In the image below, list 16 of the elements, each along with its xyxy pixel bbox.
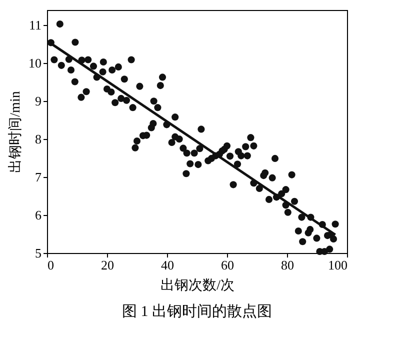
y-tick-label: 8	[35, 132, 42, 147]
x-axis-title: 出钢次数/次	[160, 278, 234, 294]
y-tick-label: 9	[35, 94, 42, 109]
x-tick-label: 40	[161, 258, 174, 272]
x-tick-label: 100	[328, 258, 348, 272]
y-tick-label: 10	[28, 56, 42, 71]
x-tick-label: 60	[221, 258, 234, 272]
text: 图 1 出钢时间的散点图	[122, 303, 272, 320]
y-tick-label: 7	[35, 170, 42, 185]
x-tick-label: 20	[101, 258, 114, 272]
y-tick-label: 5	[35, 246, 42, 260]
y-tick-label: 11	[28, 18, 42, 33]
x-tick-label: 80	[281, 258, 294, 272]
y-axis-title: 出钢时间/min	[8, 91, 24, 173]
x-tick-label: 0	[48, 258, 54, 272]
y-tick-label: 6	[35, 208, 42, 223]
